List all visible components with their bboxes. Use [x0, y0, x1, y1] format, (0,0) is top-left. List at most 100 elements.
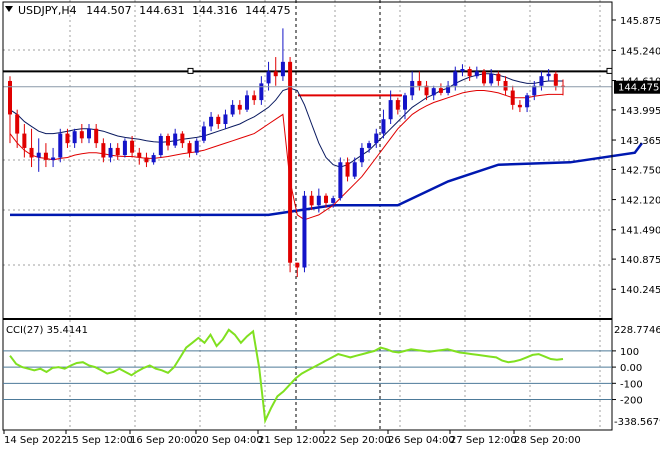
candle[interactable] — [381, 109, 386, 139]
candle-body — [280, 61, 285, 77]
candle[interactable] — [122, 138, 127, 158]
candle[interactable] — [352, 157, 357, 180]
candle-body — [431, 88, 436, 96]
line-handle-icon[interactable] — [606, 67, 613, 74]
candle[interactable] — [266, 61, 271, 91]
candle[interactable] — [29, 128, 34, 168]
candle[interactable] — [51, 147, 56, 168]
candle[interactable] — [489, 69, 494, 86]
candle[interactable] — [553, 71, 558, 91]
candle[interactable] — [252, 90, 257, 105]
candle[interactable] — [245, 90, 249, 113]
candle[interactable] — [561, 79, 565, 96]
candle[interactable] — [187, 140, 192, 158]
candle[interactable] — [209, 112, 214, 132]
candle-body — [324, 195, 328, 203]
candle[interactable] — [510, 85, 515, 110]
dropdown-triangle-icon[interactable] — [5, 6, 13, 12]
candle[interactable] — [482, 69, 486, 86]
candle[interactable] — [166, 133, 170, 151]
candle[interactable] — [194, 138, 199, 156]
candle[interactable] — [331, 195, 336, 208]
candle[interactable] — [87, 124, 91, 144]
candle-body — [87, 128, 91, 139]
candle[interactable] — [288, 57, 293, 273]
candle[interactable] — [295, 262, 300, 278]
candle[interactable] — [338, 157, 343, 201]
candle[interactable] — [43, 143, 48, 168]
candle[interactable] — [22, 124, 27, 158]
candle[interactable] — [467, 66, 472, 81]
candle[interactable] — [367, 140, 372, 153]
candle[interactable] — [130, 135, 135, 158]
price-panel[interactable] — [3, 28, 660, 278]
candle[interactable] — [101, 138, 106, 163]
candle[interactable] — [8, 76, 12, 144]
candle[interactable] — [237, 100, 242, 115]
candle[interactable] — [403, 92, 407, 120]
cci-panel[interactable]: 100 0.00 -100 -200 228.7746 -338.5679 — [3, 325, 660, 428]
candle[interactable] — [230, 100, 235, 117]
candle[interactable] — [108, 143, 113, 163]
candle[interactable] — [496, 71, 501, 86]
candle[interactable] — [173, 128, 178, 148]
candle[interactable] — [446, 80, 451, 96]
candle[interactable] — [36, 138, 41, 172]
candle[interactable] — [324, 193, 328, 208]
candle[interactable] — [359, 143, 364, 168]
candle-body — [316, 195, 321, 206]
candle[interactable] — [137, 147, 142, 165]
candle[interactable] — [345, 157, 350, 182]
candle[interactable] — [474, 66, 479, 79]
candle[interactable] — [417, 71, 422, 91]
candle[interactable] — [216, 114, 221, 129]
candle[interactable] — [410, 71, 415, 101]
candle-body — [503, 80, 508, 91]
candle[interactable] — [58, 128, 63, 163]
candle[interactable] — [539, 71, 544, 91]
candle[interactable] — [144, 152, 149, 168]
candle[interactable] — [259, 76, 264, 105]
candle[interactable] — [316, 188, 321, 213]
candle[interactable] — [424, 80, 429, 101]
candle[interactable] — [94, 124, 99, 148]
candle-body — [266, 71, 271, 84]
candle[interactable] — [180, 131, 185, 148]
candle[interactable] — [280, 28, 285, 81]
cci-level-label: 0.00 — [620, 363, 642, 374]
candle[interactable] — [72, 128, 77, 148]
candle[interactable] — [151, 152, 156, 165]
candle[interactable] — [79, 124, 84, 144]
candle[interactable] — [65, 128, 70, 148]
candle[interactable] — [503, 76, 508, 96]
candle[interactable] — [374, 128, 379, 148]
candle-body — [65, 133, 70, 144]
line-handle-icon[interactable] — [187, 67, 194, 74]
candle[interactable] — [395, 97, 400, 115]
candle[interactable] — [431, 85, 436, 101]
candle[interactable] — [201, 121, 206, 144]
candle[interactable] — [223, 109, 228, 129]
candle[interactable] — [15, 109, 20, 148]
candle[interactable] — [532, 80, 537, 101]
candle[interactable] — [438, 83, 443, 96]
candle[interactable] — [546, 69, 551, 81]
candle-body — [532, 85, 537, 96]
candle-body — [410, 80, 415, 96]
open-value: 144.507 — [86, 4, 132, 17]
candle[interactable] — [525, 92, 530, 113]
candle-body — [525, 95, 530, 108]
candle[interactable] — [115, 143, 120, 160]
candle[interactable] — [309, 190, 314, 211]
time-tick-label: 14 Sep 2022 — [4, 435, 67, 446]
candle[interactable] — [517, 100, 522, 113]
price-tick-label: 140.245 — [620, 285, 660, 296]
candle[interactable] — [273, 57, 278, 86]
candle[interactable] — [388, 90, 393, 125]
candle-body — [94, 128, 99, 144]
candle[interactable] — [158, 133, 163, 158]
candle[interactable] — [460, 64, 465, 77]
candle[interactable] — [302, 190, 307, 273]
